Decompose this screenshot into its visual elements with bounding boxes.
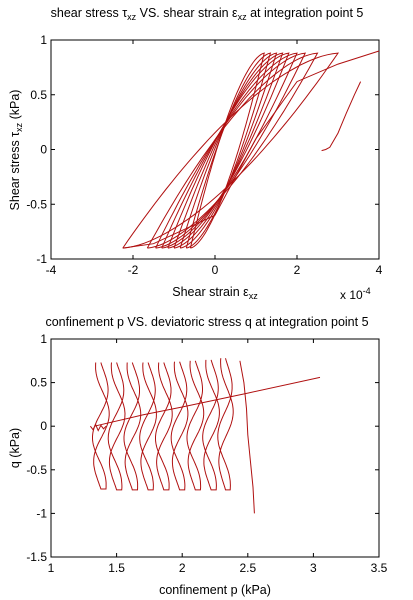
chart-1-hysteresis-loop <box>146 52 319 249</box>
chart-2-ylabel: q (kPa) <box>8 428 22 468</box>
chart-1-ytick-label: -0.5 <box>26 197 47 211</box>
chart-2-xtick-label: 3.5 <box>371 561 388 575</box>
chart-2-cycle-lobe <box>202 359 220 491</box>
chart-2-xtick-label: 3 <box>310 561 317 575</box>
chart-2-xtick-label: 2 <box>179 561 186 575</box>
chart-2-right-end-branch <box>239 360 255 514</box>
chart-1-hysteresis-loop <box>161 52 298 249</box>
chart-2-curves <box>89 358 321 514</box>
chart-2-cycle-lobe <box>170 361 189 491</box>
chart-1-ylabel: Shear stress τxz (kPa) <box>8 90 24 211</box>
chart-1-xtick-label: -2 <box>128 263 139 277</box>
chart-2-xtick-label: 1 <box>48 561 55 575</box>
chart-2-ytick-label: -1 <box>36 506 47 520</box>
chart-1-xtick-label: 0 <box>212 263 219 277</box>
chart-2-ytick-label: 1 <box>40 332 47 346</box>
chart-2-ytick-label: -0.5 <box>26 463 47 477</box>
chart-2-cycle-lobe <box>92 362 110 490</box>
chart-1-xtick-label: 4 <box>376 263 383 277</box>
chart-1-x-exponent: x 10-4 <box>340 286 371 302</box>
chart-1-ytick-label: -1 <box>36 252 47 266</box>
chart-2-trend-line <box>94 376 321 427</box>
chart-1-hysteresis-loop <box>122 52 340 249</box>
chart-2: confinement p VS. deviatoric stress q at… <box>8 315 388 597</box>
chart-1-hysteresis-loop <box>167 52 290 249</box>
chart-2-cycle-lobe <box>123 362 142 491</box>
chart-1-title: shear stress τxz VS. shear strain εxz at… <box>51 6 364 22</box>
chart-1-xtick-label: 2 <box>294 263 301 277</box>
chart-2-plot-area <box>50 338 380 558</box>
chart-2-ytick-label: 0.5 <box>30 376 47 390</box>
chart-2-cycle-lobe <box>139 362 157 491</box>
chart-1-tail-curve <box>122 50 380 249</box>
chart-1-hysteresis-loop <box>173 52 284 249</box>
chart-1-hysteresis-loop <box>155 52 307 249</box>
chart-1-hysteresis-loop <box>179 52 278 249</box>
chart-2-xlabel: confinement p (kPa) <box>159 583 271 597</box>
chart-1-ytick-label: 0 <box>40 143 47 157</box>
chart-1: shear stress τxz VS. shear strain εxz at… <box>8 6 383 302</box>
chart-2-cycle-lobe <box>107 362 126 491</box>
chart-2-xtick-label: 1.5 <box>108 561 125 575</box>
chart-2-cycle-lobe <box>186 360 205 491</box>
chart-2-xtick-label: 2.5 <box>239 561 256 575</box>
chart-1-final-branch <box>321 81 362 152</box>
chart-1-hysteresis-loop <box>185 52 272 249</box>
chart-2-cycle-lobe <box>155 362 173 491</box>
chart-2-title: confinement p VS. deviatoric stress q at… <box>45 315 368 329</box>
chart-1-ticks: -4 -2 0 2 4 -1 -0.5 0 0.5 1 <box>26 33 382 277</box>
chart-2-ytick-label: 0 <box>40 419 47 433</box>
chart-1-ytick-label: 1 <box>40 33 47 47</box>
chart-1-xlabel: Shear strain εxz <box>172 285 258 301</box>
chart-1-xtick-label: -4 <box>46 263 57 277</box>
chart-2-ytick-label: -1.5 <box>26 550 47 564</box>
chart-2-ticks: 1 1.5 2 2.5 3 3.5 -1.5 -1 -0.5 0 0.5 1 <box>26 332 387 575</box>
chart-2-initial-segment <box>89 423 107 432</box>
chart-1-curves <box>122 50 380 249</box>
chart-2-cycle-lobe <box>217 358 234 491</box>
chart-1-ytick-label: 0.5 <box>30 88 47 102</box>
